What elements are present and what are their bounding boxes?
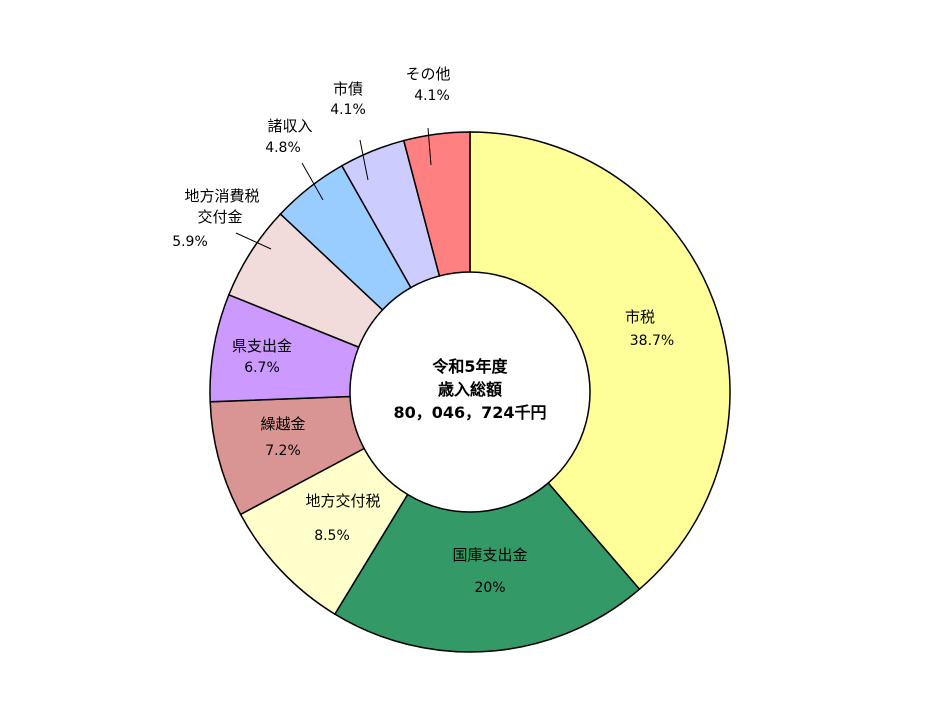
slice-8 xyxy=(402,131,471,277)
slice-value-6: 4.8% xyxy=(265,140,301,156)
slice-1 xyxy=(333,481,641,653)
leader-line-6 xyxy=(301,162,324,201)
slice-label-5-line1: 交付金 xyxy=(197,208,242,226)
slice-labels: 市税 38.7% 国庫支出金 20% 地方交付税 8.5% 繰越金 7.2% 県支出金 6.7% 地… xyxy=(172,65,674,596)
slice-label-2: 地方交付税 xyxy=(305,492,380,510)
slice-value-0: 38.7% xyxy=(630,333,674,349)
center-total-amount: 80，046，724千円 xyxy=(393,403,546,422)
slice-label-4: 県支出金 xyxy=(232,337,292,355)
leader-line-5 xyxy=(235,232,272,250)
slice-label-0: 市税 xyxy=(625,308,655,326)
leader-line-7 xyxy=(359,139,369,181)
leader-line-8 xyxy=(427,127,432,166)
slice-label-3: 繰越金 xyxy=(260,415,305,433)
slice-value-3: 7.2% xyxy=(265,443,301,459)
donut-slices xyxy=(209,131,731,653)
center-label: 令和5年度 歳入総額 80，046，724千円 xyxy=(393,357,546,422)
slice-label-5-line0: 地方消費税 xyxy=(184,187,259,205)
slice-value-8: 4.1% xyxy=(414,88,450,104)
slice-value-5: 5.9% xyxy=(172,234,208,250)
center-title-year: 令和5年度 xyxy=(431,357,508,376)
slice-value-4: 6.7% xyxy=(244,360,280,376)
slice-value-7: 4.1% xyxy=(330,102,366,118)
center-title-label: 歳入総額 xyxy=(438,380,502,399)
leader-lines xyxy=(235,127,432,250)
slice-label-7: 市債 xyxy=(333,80,363,98)
slice-value-1: 20% xyxy=(474,580,505,596)
slice-label-8: その他 xyxy=(405,65,450,83)
slice-label-1: 国庫支出金 xyxy=(452,546,527,564)
slice-0 xyxy=(469,131,731,591)
slice-value-2: 8.5% xyxy=(314,528,350,544)
slice-label-6: 諸収入 xyxy=(267,117,312,135)
